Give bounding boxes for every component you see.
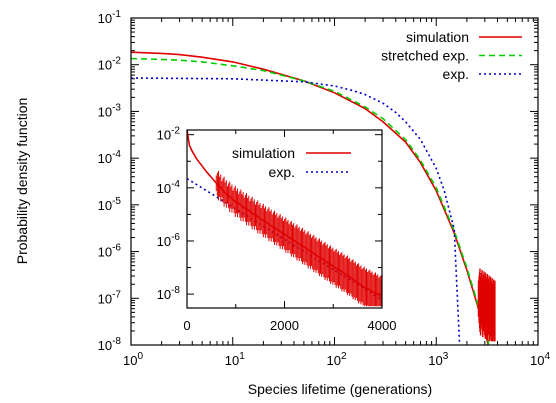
inset-legend-label: exp. <box>269 164 295 180</box>
inset-y-tick-label: 10-8 <box>157 285 181 302</box>
x-tick-label: 104 <box>530 351 550 368</box>
plot-frame <box>130 17 539 346</box>
y-tick-label: 10-7 <box>98 289 122 306</box>
inset-y-tick-label: 10-6 <box>157 232 181 249</box>
inset-y-tick-label: 10-2 <box>157 126 181 143</box>
y-tick-label: 10-5 <box>98 196 122 213</box>
inset-y-tick-label: 10-4 <box>157 179 181 196</box>
inset-plot: 0 2000 4000 10-8 10-6 10-4 10-2 simulation exp. <box>157 126 397 333</box>
inset-frame <box>186 129 383 309</box>
series-line-exp- <box>131 77 461 345</box>
x-tick-label: 102 <box>326 351 346 368</box>
legend-label: exp. <box>443 66 469 82</box>
inset-legend-label: simulation <box>232 145 295 161</box>
legend-label: stretched exp. <box>381 48 469 64</box>
y-tick-label: 10-4 <box>98 149 122 166</box>
inset-x-tick-label: 2000 <box>270 318 299 333</box>
x-tick-label: 101 <box>225 351 245 368</box>
series-line-stretched-exp- <box>131 57 490 345</box>
x-tick-label: 100 <box>123 351 143 368</box>
inset-x-tick-label: 4000 <box>368 318 397 333</box>
y-tick-label: 10-6 <box>98 243 122 260</box>
y-tick-label: 10-1 <box>98 9 122 26</box>
y-tick-label: 10-2 <box>98 56 122 73</box>
legend-label: simulation <box>406 29 469 45</box>
y-axis-label: Probability density function <box>14 98 30 265</box>
x-tick-label: 103 <box>428 351 448 368</box>
x-axis-label: Species lifetime (generations) <box>248 381 432 397</box>
main-plot: 100 101 102 103 104 10-8 10-7 10-6 10-5 10-4 10-3 1… <box>14 9 550 397</box>
inset-x-tick-label: 0 <box>183 318 190 333</box>
y-tick-label: 10-8 <box>98 336 122 353</box>
y-tick-label: 10-3 <box>98 102 122 119</box>
